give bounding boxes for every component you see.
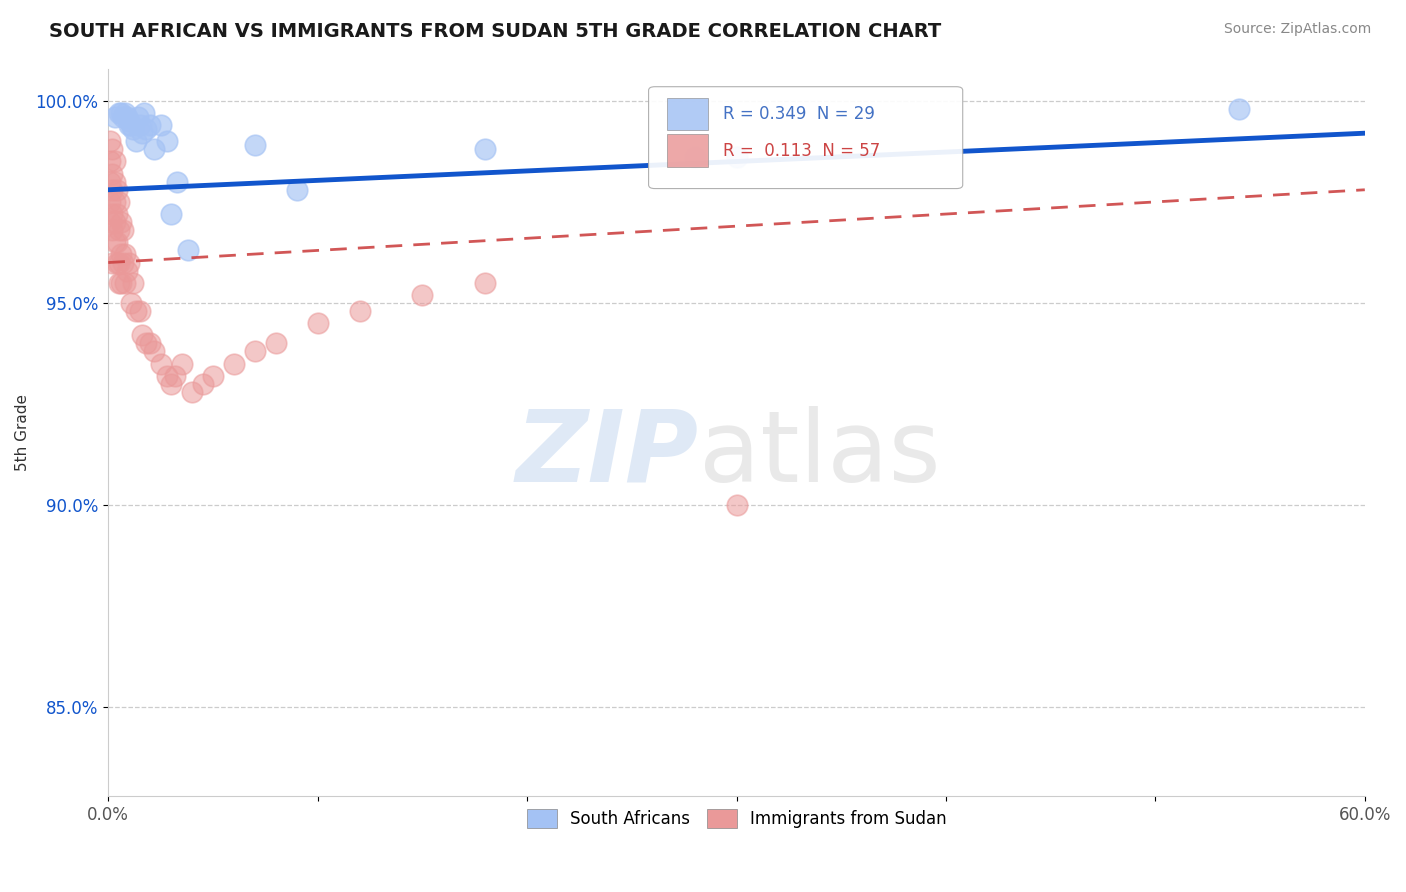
- Point: [131, 126, 153, 140]
- Text: ZIP: ZIP: [516, 406, 699, 502]
- Point: [243, 138, 266, 153]
- Point: [307, 316, 329, 330]
- Point: [124, 304, 146, 318]
- Point: [110, 106, 132, 120]
- Point: [100, 134, 122, 148]
- Text: Source: ZipAtlas.com: Source: ZipAtlas.com: [1223, 22, 1371, 37]
- Point: [101, 167, 124, 181]
- Point: [111, 223, 134, 237]
- Point: [725, 498, 748, 512]
- Point: [411, 288, 433, 302]
- Text: R =  0.113  N = 57: R = 0.113 N = 57: [723, 142, 880, 160]
- Point: [165, 368, 187, 383]
- Point: [156, 134, 179, 148]
- Point: [170, 357, 193, 371]
- Point: [725, 151, 748, 165]
- FancyBboxPatch shape: [668, 97, 707, 130]
- Point: [177, 244, 200, 258]
- Point: [160, 376, 183, 391]
- Point: [191, 376, 214, 391]
- Point: [111, 110, 134, 124]
- Point: [105, 207, 128, 221]
- Point: [114, 247, 136, 261]
- Point: [135, 336, 157, 351]
- Point: [114, 106, 136, 120]
- Point: [100, 215, 122, 229]
- Point: [127, 110, 149, 124]
- Point: [101, 142, 124, 156]
- Point: [107, 194, 129, 209]
- Point: [139, 336, 162, 351]
- Point: [103, 215, 125, 229]
- Point: [100, 154, 122, 169]
- Point: [120, 118, 142, 132]
- Point: [105, 255, 128, 269]
- Point: [131, 328, 153, 343]
- Point: [143, 142, 166, 156]
- Point: [118, 114, 141, 128]
- Point: [107, 106, 129, 120]
- Point: [107, 276, 129, 290]
- Legend: South Africans, Immigrants from Sudan: South Africans, Immigrants from Sudan: [520, 803, 953, 835]
- Point: [100, 194, 122, 209]
- Point: [1227, 102, 1250, 116]
- Point: [101, 223, 124, 237]
- Point: [103, 175, 125, 189]
- Point: [156, 368, 179, 383]
- Point: [120, 296, 142, 310]
- Point: [201, 368, 224, 383]
- Point: [122, 122, 145, 136]
- Point: [103, 154, 125, 169]
- Point: [128, 118, 150, 132]
- Point: [107, 255, 129, 269]
- Point: [103, 110, 125, 124]
- Point: [110, 276, 132, 290]
- Point: [114, 276, 136, 290]
- Point: [149, 357, 172, 371]
- Point: [139, 118, 162, 132]
- Text: R = 0.349  N = 29: R = 0.349 N = 29: [723, 105, 875, 123]
- Text: atlas: atlas: [699, 406, 941, 502]
- Point: [143, 344, 166, 359]
- Point: [124, 134, 146, 148]
- Point: [101, 183, 124, 197]
- Point: [110, 215, 132, 229]
- Point: [118, 118, 141, 132]
- Point: [243, 344, 266, 359]
- Point: [105, 235, 128, 250]
- Point: [115, 110, 138, 124]
- Point: [285, 183, 308, 197]
- Point: [115, 263, 138, 277]
- Point: [474, 276, 496, 290]
- Point: [101, 255, 124, 269]
- Y-axis label: 5th Grade: 5th Grade: [15, 393, 30, 471]
- Point: [103, 194, 125, 209]
- Point: [166, 175, 188, 189]
- FancyBboxPatch shape: [668, 134, 707, 167]
- Point: [100, 175, 122, 189]
- Point: [474, 142, 496, 156]
- Point: [683, 151, 706, 165]
- Point: [118, 255, 141, 269]
- Point: [110, 247, 132, 261]
- Point: [128, 304, 150, 318]
- FancyBboxPatch shape: [648, 87, 963, 188]
- Point: [101, 207, 124, 221]
- Point: [135, 122, 157, 136]
- Point: [107, 223, 129, 237]
- Point: [222, 357, 245, 371]
- Point: [105, 183, 128, 197]
- Point: [122, 276, 145, 290]
- Point: [149, 118, 172, 132]
- Point: [264, 336, 287, 351]
- Point: [349, 304, 371, 318]
- Point: [181, 384, 204, 399]
- Point: [111, 255, 134, 269]
- Point: [132, 106, 155, 120]
- Point: [160, 207, 183, 221]
- Text: SOUTH AFRICAN VS IMMIGRANTS FROM SUDAN 5TH GRADE CORRELATION CHART: SOUTH AFRICAN VS IMMIGRANTS FROM SUDAN 5…: [49, 22, 942, 41]
- Point: [103, 235, 125, 250]
